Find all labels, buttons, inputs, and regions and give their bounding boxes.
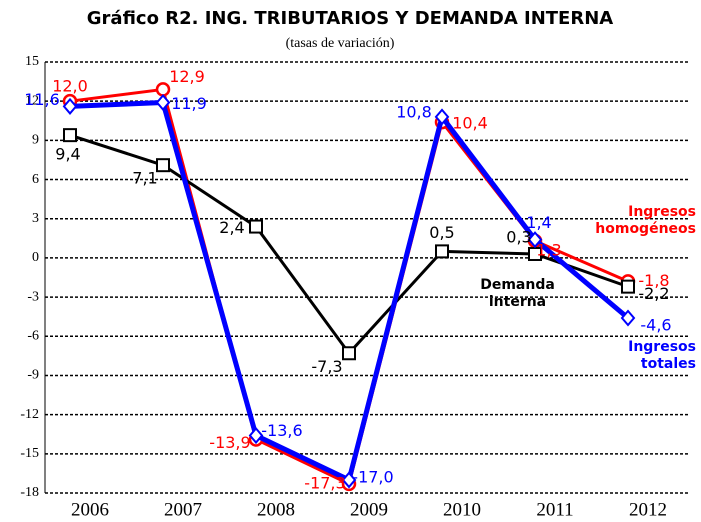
value-label: -1,8 <box>638 271 669 290</box>
value-label: -4,6 <box>640 315 671 334</box>
value-label: 11,6 <box>24 90 60 109</box>
series-name: Demanda interna <box>480 277 555 310</box>
y-tick-label: -3 <box>27 289 39 304</box>
value-label: 9,4 <box>55 145 80 164</box>
value-label: 0,5 <box>429 223 454 242</box>
series-name: Ingresos homogéneos <box>595 204 696 237</box>
marker <box>621 279 635 294</box>
x-tick-label: 2012 <box>629 499 667 520</box>
value-label: -17,0 <box>352 467 393 486</box>
value-label: 12,0 <box>52 77 88 96</box>
marker <box>435 244 449 259</box>
marker <box>63 128 77 143</box>
value-label: 1,4 <box>526 213 551 232</box>
x-tick-label: 2008 <box>257 499 295 520</box>
value-label: -7,3 <box>311 357 342 376</box>
chart-subtitle: (tasas de variación) <box>286 36 395 51</box>
value-label: 10,4 <box>452 114 488 133</box>
marker <box>248 426 264 445</box>
value-label: 0,3 <box>506 227 531 246</box>
marker <box>342 346 356 361</box>
value-label: -2,2 <box>638 284 669 303</box>
x-tick-label: 2010 <box>443 499 481 520</box>
value-label: 7,1 <box>132 169 157 188</box>
marker <box>155 93 171 112</box>
marker <box>249 219 263 234</box>
y-tick-label: -15 <box>20 446 39 461</box>
x-tick-label: 2011 <box>536 499 573 520</box>
value-label: 1,3 <box>536 240 561 259</box>
marker <box>155 82 171 97</box>
y-tick-label: -12 <box>20 407 39 422</box>
value-label: 2,4 <box>219 218 244 237</box>
marker <box>620 309 636 327</box>
x-tick-label: 2006 <box>71 499 109 520</box>
y-tick-label: -9 <box>27 368 39 383</box>
y-tick-label: 6 <box>32 172 39 187</box>
x-tick-label: 2009 <box>350 499 388 520</box>
x-tick-label: 2007 <box>164 499 202 520</box>
y-tick-label: 3 <box>32 211 39 226</box>
marker <box>62 97 78 115</box>
series-name: Ingresos totales <box>628 339 696 372</box>
y-tick-label: 9 <box>32 133 39 148</box>
marker <box>527 231 543 249</box>
marker <box>434 108 450 126</box>
y-tick-label: 12 <box>25 93 39 108</box>
value-label: -13,6 <box>261 421 302 440</box>
y-tick-label: -18 <box>20 485 39 500</box>
value-label: -17,3 <box>304 473 345 492</box>
y-tick-label: 15 <box>25 54 39 69</box>
value-label: 11,9 <box>171 94 207 113</box>
marker <box>156 158 170 173</box>
value-label: 10,8 <box>396 102 432 121</box>
value-label: -13,9 <box>209 433 250 452</box>
marker <box>341 471 357 489</box>
y-tick-label: 0 <box>32 250 39 265</box>
value-label: 12,9 <box>169 67 205 86</box>
y-tick-label: -6 <box>27 328 39 343</box>
chart-title: Gráfico R2. ING. TRIBUTARIOS Y DEMANDA I… <box>87 8 613 29</box>
